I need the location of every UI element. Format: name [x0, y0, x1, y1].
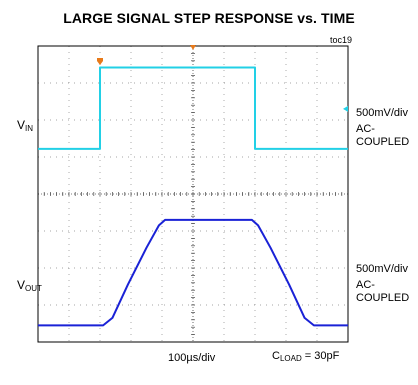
load-label: CLOAD = 30pF	[272, 350, 340, 363]
vin-scale: 500mV/div	[356, 107, 408, 119]
vout-trace	[38, 218, 348, 327]
vout-coupling-line2: COUPLED	[356, 292, 410, 304]
figure-id: toc19	[329, 35, 352, 45]
chart-title: LARGE SIGNAL STEP RESPONSE vs. TIME	[63, 10, 355, 26]
vout-coupling-line1: AC-	[356, 279, 375, 291]
vin-trace	[38, 66, 348, 150]
vin-label: VIN	[17, 118, 34, 133]
channel-marker-icon	[97, 58, 103, 65]
vin-coupling-line1: AC-	[356, 123, 375, 135]
vin-coupling-line2: COUPLED	[356, 136, 410, 148]
vout-label: VOUT	[17, 278, 42, 293]
trigger-marker-icon	[190, 45, 196, 50]
vout-scale: 500mV/div	[356, 263, 408, 275]
trigger-level-marker-icon	[343, 105, 348, 112]
timebase-label: 100µs/div	[168, 352, 216, 364]
